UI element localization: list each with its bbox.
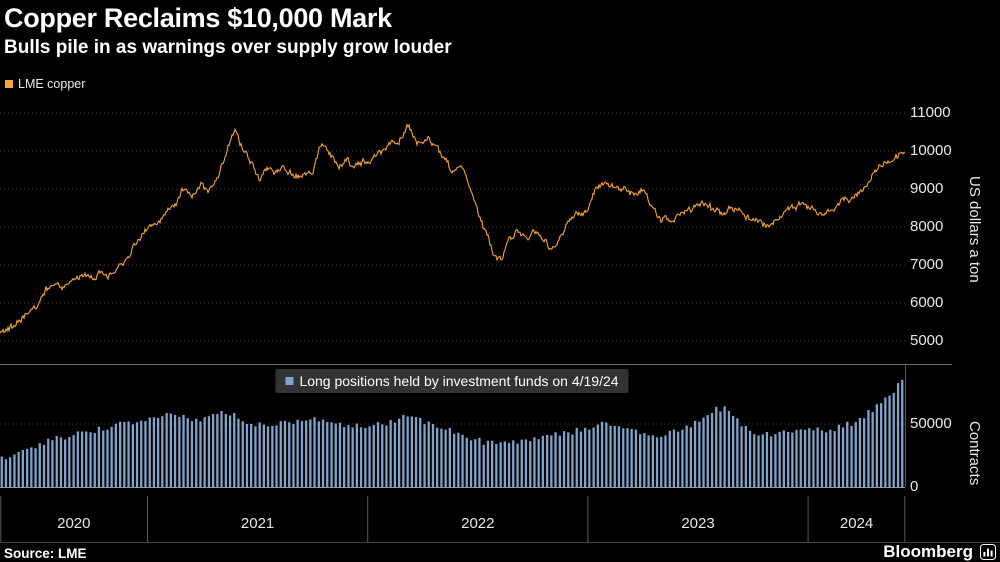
price-tick-label: 6000 xyxy=(910,294,944,311)
chart-subtitle: Bulls pile in as warnings over supply gr… xyxy=(4,37,452,58)
price-tick-label: 9000 xyxy=(910,180,944,197)
contracts-tick-label: 50000 xyxy=(910,415,952,432)
bar-annotation: Long positions held by investment funds … xyxy=(275,369,629,393)
footer-divider xyxy=(0,542,1000,543)
bloomberg-wordmark: Bloomberg xyxy=(883,542,973,561)
panel-divider xyxy=(0,364,952,365)
x-axis-year-label: 2022 xyxy=(461,515,495,532)
price-line-chart xyxy=(0,112,906,342)
legend-swatch-icon xyxy=(5,80,13,88)
source-label: Source: LME xyxy=(4,546,87,561)
bloomberg-logo: Bloomberg xyxy=(883,542,996,562)
legend: LME copper xyxy=(5,77,85,91)
price-tick-label: 5000 xyxy=(910,332,944,349)
positions-bar-chart xyxy=(0,365,906,542)
x-axis-year-label: 2023 xyxy=(681,515,715,532)
contracts-axis-title: Contracts xyxy=(966,421,983,486)
x-axis-year-label: 2024 xyxy=(839,515,874,532)
annotation-swatch-icon xyxy=(285,377,294,385)
x-axis-year-label: 2020 xyxy=(57,515,91,532)
legend-label: LME copper xyxy=(18,77,86,91)
contracts-tick-label: 0 xyxy=(910,478,919,495)
price-tick-label: 7000 xyxy=(910,256,944,273)
x-axis-year-label: 2021 xyxy=(240,515,275,532)
annotation-label: Long positions held by investment funds … xyxy=(299,373,619,389)
price-axis-title: US dollars a ton xyxy=(966,176,983,283)
price-tick-label: 8000 xyxy=(910,218,944,235)
price-tick-label: 11000 xyxy=(910,104,951,121)
chart-title: Copper Reclaims $10,000 Mark xyxy=(4,3,392,33)
price-tick-label: 10000 xyxy=(910,142,952,159)
bloomberg-icon xyxy=(980,544,996,560)
